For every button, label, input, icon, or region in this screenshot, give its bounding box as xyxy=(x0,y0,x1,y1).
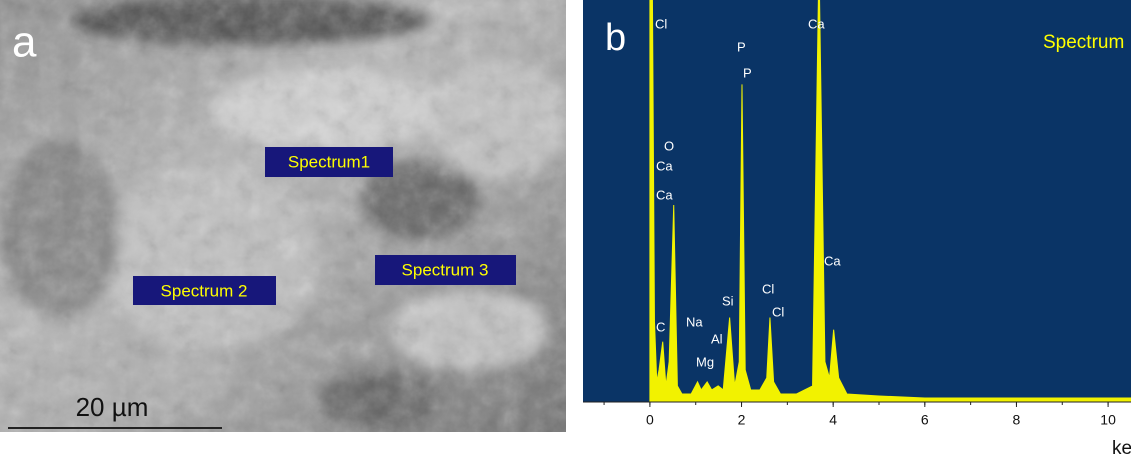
peak-label: Ca xyxy=(656,158,673,173)
spectrum-label: Spectrum 3 xyxy=(402,260,489,279)
x-tick-label: 8 xyxy=(1013,412,1021,428)
x-tick-label: 6 xyxy=(921,412,929,428)
spectrum-label: Spectrum 2 xyxy=(161,281,248,300)
peak-label: Cl xyxy=(772,304,784,319)
peak-label: Al xyxy=(711,331,723,346)
scale-bar-label: 20 µm xyxy=(76,392,149,422)
spectrum-label: Spectrum1 xyxy=(288,152,370,171)
peak-label: Mg xyxy=(696,354,714,369)
chart-title: Spectrum 1 xyxy=(1043,32,1131,53)
peak-label: Ca xyxy=(656,187,673,202)
sem-image xyxy=(0,0,570,432)
peak-label: Si xyxy=(722,293,734,308)
peak-label: Ca xyxy=(808,16,825,31)
panel-label: b xyxy=(605,17,626,59)
peak-label: Cl xyxy=(655,16,667,31)
peak-label: C xyxy=(656,319,665,334)
x-tick-label: 10 xyxy=(1100,412,1116,428)
peak-label: Ca xyxy=(824,253,841,268)
x-axis-label: keV xyxy=(1112,438,1131,459)
peak-label: Cl xyxy=(762,281,774,296)
figure: a Spectrum1 Spectrum 2 Spectrum 3 20 µm … xyxy=(0,0,1131,459)
panel-label: a xyxy=(12,18,37,67)
peak-label: P xyxy=(743,65,752,80)
peak-label: P xyxy=(737,39,746,54)
x-tick-label: 2 xyxy=(738,412,746,428)
peak-label: O xyxy=(664,138,674,153)
x-tick-label: 0 xyxy=(646,412,654,428)
x-tick-label: 4 xyxy=(829,412,837,428)
peak-label: Na xyxy=(686,314,703,329)
